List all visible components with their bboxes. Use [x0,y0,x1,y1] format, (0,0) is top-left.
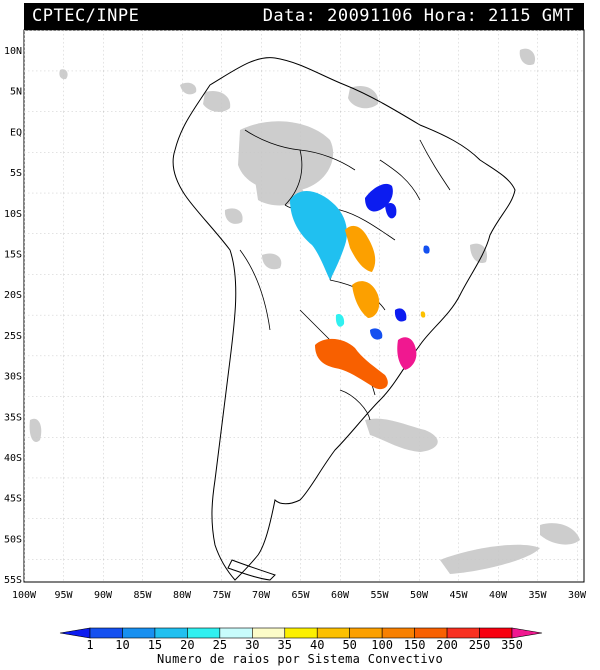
lon-label: 70W [252,590,271,601]
colorbar-label: 200 [436,638,458,652]
lat-label: 35S [4,412,22,423]
lat-label: 5N [10,87,22,98]
lon-label: 65W [291,590,310,601]
colorbar [59,627,543,639]
colorbar-swatch [154,627,188,639]
cloud-cover [29,48,580,574]
colorbar-swatch [122,627,156,639]
colorbar-label: 35 [277,638,292,652]
header-bar: CPTEC/INPE Data: 20091106 Hora: 2115 GMT [24,3,584,30]
colorbar-label: 1 [86,638,94,652]
colorbar-label: 10 [115,638,130,652]
system-orange-3 [315,338,388,390]
colorbar-label: 15 [147,638,163,652]
source-label: CPTEC/INPE [32,6,140,26]
colorbar-swatch [219,627,253,639]
longitude-labels: 100W 95W 90W 85W 80W 75W 70W 65W 60W 55W 50W 45W 40W… [12,590,587,601]
lon-label: 40W [489,590,508,601]
lat-label: 45S [4,494,22,505]
system-magenta [397,337,417,370]
lon-label: 95W [54,590,73,601]
colorbar-label: 25 [212,638,228,652]
colorbar-swatch [187,627,221,639]
lon-label: 50W [410,590,429,601]
system-blue-4 [370,328,383,340]
lat-label: EQ [10,127,22,138]
lat-label: 10N [4,46,22,57]
colorbar-label: 40 [309,638,325,652]
system-orange-1 [345,225,376,272]
latitude-labels: 10N 5N EQ 5S 10S 15S 20S 25S 30S 35S 40S 45S 50S 55S [4,46,22,586]
colorbar-label: 50 [342,638,357,652]
colorbar-label: 350 [501,638,523,652]
system-blue-3 [394,308,407,322]
convective-systems [290,183,430,390]
colorbar-label: 30 [245,638,260,652]
colorbar-swatch [381,627,415,639]
datetime-label: Data: 20091106 Hora: 2115 GMT [262,6,574,26]
system-orange-2 [352,281,380,318]
lon-label: 100W [12,590,37,601]
colorbar-swatch [349,627,383,639]
lon-label: 60W [331,590,350,601]
colorbar-label: 100 [371,638,393,652]
coastlines [172,57,516,581]
system-cyan-small [335,314,345,327]
colorbar-swatch [59,627,91,639]
colorbar-swatch [252,627,286,639]
lon-label: 75W [212,590,231,601]
system-cyan [290,190,347,280]
lon-label: 35W [528,590,547,601]
lon-label: 85W [133,590,152,601]
system-yellow [420,311,426,318]
colorbar-swatch [414,627,448,639]
lat-label: 50S [4,534,22,545]
lon-label: 55W [370,590,389,601]
colorbar-swatch [89,627,123,639]
colorbar-swatch [479,627,513,639]
colorbar-swatch [511,627,543,639]
colorbar-label: 150 [403,638,426,652]
colorbar-labels: 1 10 15 20 25 30 35 40 50 100 150 200 250 350 [0,638,600,652]
colorbar-swatch [316,627,350,639]
system-blue-2 [385,203,397,219]
lon-label: 80W [173,590,192,601]
lon-label: 45W [449,590,468,601]
lon-label: 90W [94,590,113,601]
colorbar-label: 250 [468,638,491,652]
colorbar-label: 20 [180,638,195,652]
lat-label: 5S [10,168,22,179]
lat-label: 10S [4,209,22,220]
lon-label: 30W [568,590,587,601]
lat-label: 55S [4,575,22,586]
lat-label: 30S [4,372,22,383]
lat-label: 25S [4,331,22,342]
colorbar-swatch [446,627,480,639]
lat-label: 20S [4,290,22,301]
colorbar-swatch [284,627,318,639]
system-blue-5 [423,245,430,254]
lat-label: 40S [4,453,22,464]
colorbar-caption: Numero de raios por Sistema Convectivo [157,652,443,666]
lat-label: 15S [4,250,22,261]
